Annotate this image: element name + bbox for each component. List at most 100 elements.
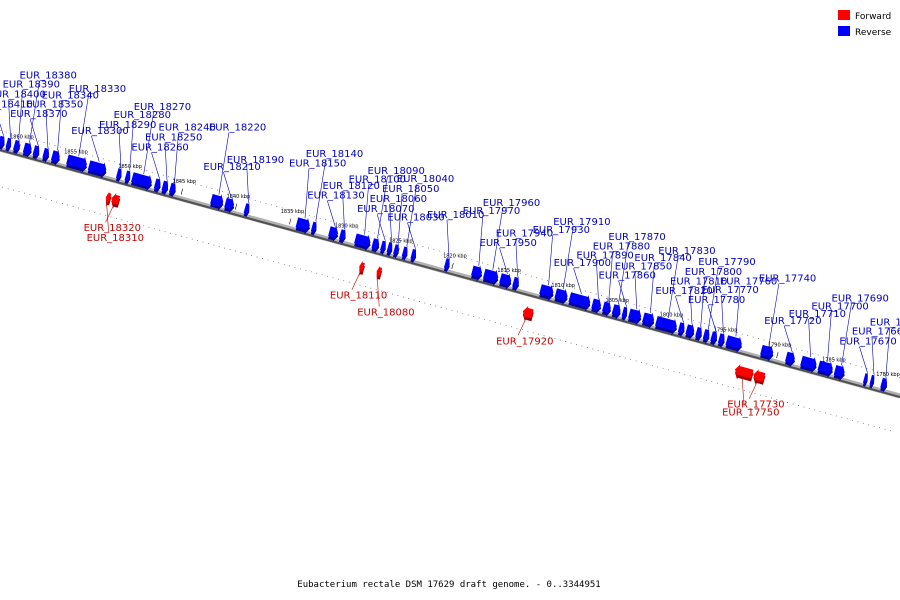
- gene-leader-line: [342, 191, 345, 230]
- guide-dot: [397, 295, 399, 297]
- guide-dot: [720, 327, 722, 329]
- guide-dot: [433, 248, 435, 250]
- guide-dot: [833, 358, 835, 360]
- reverse-gene-label: EUR_17780: [688, 295, 745, 306]
- guide-dot: [861, 366, 862, 368]
- forward-gene: [111, 193, 121, 206]
- forward-gene-label: EUR_18080: [357, 308, 414, 319]
- gene-leader-line: [376, 214, 386, 241]
- guide-dot: [446, 308, 448, 310]
- reverse-gene: [685, 323, 695, 338]
- guide-dot: [200, 185, 202, 187]
- guide-dot: [218, 246, 220, 248]
- guide-dot: [862, 422, 864, 424]
- guide-dot: [763, 339, 765, 341]
- reverse-gene-label: EUR_17670: [839, 337, 896, 348]
- guide-dot: [411, 243, 413, 244]
- scale-tick-label: 1800 kbp: [660, 313, 684, 319]
- gene-leader-line: [478, 215, 484, 266]
- guide-dot: [705, 379, 707, 381]
- guide-dot: [882, 372, 884, 374]
- guide-dot: [186, 237, 188, 239]
- guide-dot: [814, 409, 816, 411]
- guide-dot: [402, 296, 404, 298]
- guide-dot: [754, 393, 756, 395]
- gene-leader-line: [608, 251, 613, 302]
- guide-dot: [362, 229, 364, 231]
- guide-dot: [570, 342, 572, 344]
- guide-dot: [630, 358, 632, 360]
- forward-gene-label: EUR_17920: [496, 336, 553, 347]
- guide-dot: [294, 266, 296, 268]
- guide-dot: [574, 287, 576, 289]
- guide-dot: [189, 182, 191, 184]
- guide-dot: [835, 415, 837, 417]
- gene-leader-line: [596, 260, 599, 299]
- reverse-gene-label: EUR_17890: [576, 251, 633, 262]
- forward-gene-label: EUR_17750: [722, 408, 779, 419]
- guide-dot: [633, 303, 635, 305]
- guide-dot: [327, 275, 328, 277]
- gene-leader-line: [748, 381, 758, 399]
- guide-dot: [267, 259, 269, 261]
- guide-dot: [38, 140, 40, 142]
- gene-leader-line: [735, 286, 741, 337]
- reverse-gene: [371, 237, 380, 251]
- reverse-gene: [880, 376, 887, 391]
- guide-dot: [132, 222, 134, 224]
- reverse-gene-label: EUR_18130: [307, 191, 364, 202]
- reverse-gene: [13, 138, 20, 153]
- guide-dot: [153, 228, 155, 230]
- guide-dot: [511, 326, 513, 328]
- reverse-gene: [611, 303, 621, 317]
- guide-dot: [305, 269, 307, 271]
- guide-dot: [884, 428, 886, 430]
- reverse-gene: [32, 144, 40, 158]
- guide-dot: [662, 367, 664, 369]
- guide-dot: [170, 232, 171, 234]
- guide-dot: [197, 240, 199, 242]
- guide-dot: [276, 205, 278, 207]
- reverse-gene-label: EUR_18100: [349, 175, 406, 186]
- guide-dot: [668, 369, 669, 371]
- forward-gene: [753, 369, 766, 382]
- guide-dot: [408, 298, 410, 299]
- guide-dot: [283, 263, 285, 265]
- reverse-gene-label: EUR_17700: [811, 302, 868, 313]
- gene-leader-line: [667, 255, 679, 318]
- guide-dot: [32, 139, 34, 141]
- reverse-gene-label: EUR_17720: [764, 316, 821, 327]
- reverse-gene-label: EUR_18030: [387, 213, 444, 224]
- guide-dot: [584, 290, 586, 292]
- guide-dot: [222, 191, 224, 192]
- reverse-gene: [87, 160, 107, 176]
- reverse-gene: [677, 321, 685, 335]
- guide-dot: [581, 345, 583, 347]
- reverse-gene-label: EUR_18060: [370, 194, 427, 205]
- guide-dot: [603, 351, 605, 353]
- reverse-gene: [568, 292, 591, 309]
- reverse-gene-label: EUR_17970: [463, 206, 520, 217]
- guide-dot: [406, 241, 408, 243]
- guide-dot: [498, 266, 500, 268]
- reverse-gene: [702, 328, 710, 342]
- reverse-gene-label: EUR_18140: [306, 149, 363, 160]
- gene-leader-line: [29, 80, 40, 143]
- gene-leader-line: [634, 271, 638, 310]
- guide-dot: [348, 281, 350, 283]
- guide-dot: [456, 311, 458, 313]
- gene-leader-line: [675, 296, 684, 323]
- guide-dot: [765, 396, 767, 398]
- guide-dot: [316, 272, 318, 274]
- guide-dot: [400, 240, 402, 241]
- reverse-gene-label: EUR_18340: [42, 90, 99, 101]
- guide-dot: [298, 211, 299, 213]
- gene-leader-line: [327, 200, 336, 227]
- guide-dot: [438, 250, 440, 252]
- guide-dot: [698, 321, 700, 323]
- reverse-gene-label: EUR_17810: [670, 276, 727, 287]
- gene-leader-line: [129, 120, 134, 171]
- gene-leader-line: [721, 294, 724, 334]
- guide-dot: [527, 330, 529, 332]
- guide-dot: [792, 403, 794, 405]
